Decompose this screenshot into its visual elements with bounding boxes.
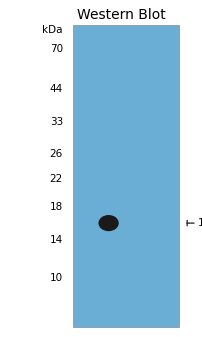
Ellipse shape (98, 215, 118, 231)
Text: 44: 44 (49, 84, 63, 94)
Text: 33: 33 (49, 117, 63, 127)
Text: kDa: kDa (42, 25, 63, 35)
Text: Western Blot: Western Blot (77, 8, 165, 23)
Bar (73, 25, 178, 327)
Text: 22: 22 (49, 174, 63, 184)
Text: 70: 70 (49, 44, 63, 54)
Text: 16kDa: 16kDa (197, 218, 202, 228)
Text: 18: 18 (49, 202, 63, 212)
Text: 26: 26 (49, 149, 63, 159)
Text: 14: 14 (49, 235, 63, 245)
Text: 10: 10 (49, 273, 63, 283)
